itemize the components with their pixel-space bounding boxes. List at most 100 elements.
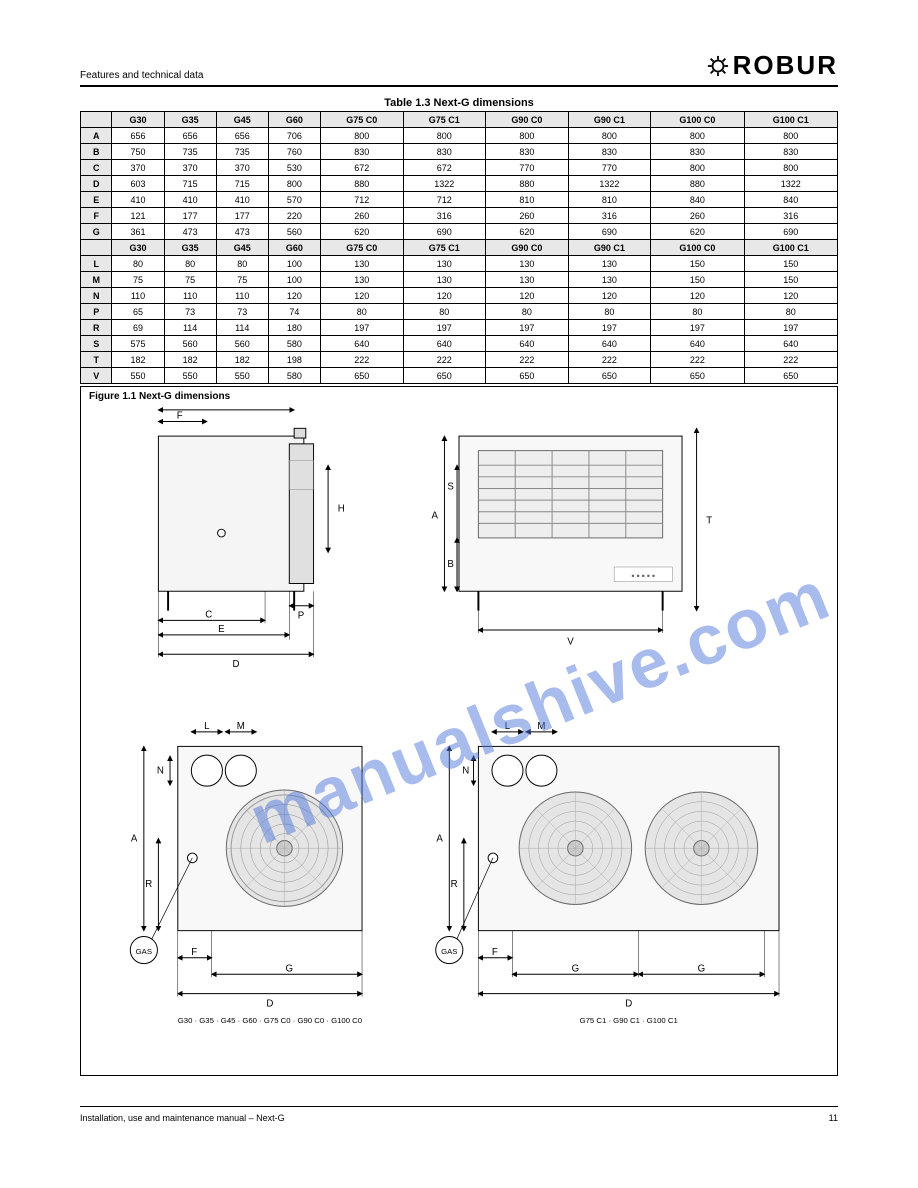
table-header-row-2: G30G35G45G60G75 C0G75 C1G90 C0G90 C1G100…	[81, 240, 838, 256]
cell: 75	[164, 272, 216, 288]
cell: 656	[112, 128, 164, 144]
dim-r1: R	[145, 879, 152, 890]
cell: 222	[744, 352, 837, 368]
rear-view-single-fan: GAS L M R N A D G F	[130, 721, 362, 1025]
cell: 150	[651, 256, 744, 272]
cell: 656	[216, 128, 268, 144]
cell: 830	[568, 144, 651, 160]
cell: 620	[651, 224, 744, 240]
cell: 550	[216, 368, 268, 384]
cell: 1322	[568, 176, 651, 192]
dim-v: V	[567, 637, 574, 648]
cell: 1322	[403, 176, 486, 192]
table-body-a: A656656656706800800800800800800B75073573…	[81, 128, 838, 240]
dim-m1: M	[237, 721, 245, 732]
cell: 810	[568, 192, 651, 208]
cell: 370	[164, 160, 216, 176]
cell: 114	[164, 320, 216, 336]
cell: 121	[112, 208, 164, 224]
cell: 830	[403, 144, 486, 160]
row-label: D	[81, 176, 112, 192]
rear-view-dual-fan: GAS L M R N A D G G	[436, 721, 779, 1025]
dim-g1: G	[286, 963, 294, 974]
col-header: G35	[164, 240, 216, 256]
table-row: E410410410570712712810810840840	[81, 192, 838, 208]
dim-n1: N	[157, 766, 164, 777]
cell: 130	[568, 256, 651, 272]
dimensions-table: G30G35G45G60G75 C0G75 C1G90 C0G90 C1G100…	[80, 111, 838, 384]
cell: 177	[164, 208, 216, 224]
cell: 182	[164, 352, 216, 368]
cell: 690	[744, 224, 837, 240]
cell: 770	[486, 160, 569, 176]
row-label: E	[81, 192, 112, 208]
cell: 80	[320, 304, 403, 320]
col-header: G75 C0	[320, 112, 403, 128]
cell: 672	[320, 160, 403, 176]
cell: 100	[268, 256, 320, 272]
col-header: G45	[216, 240, 268, 256]
cell: 80	[164, 256, 216, 272]
cell: 197	[651, 320, 744, 336]
cell: 800	[651, 128, 744, 144]
cell: 640	[486, 336, 569, 352]
cell: 880	[320, 176, 403, 192]
dim-t: B	[447, 559, 453, 570]
col-header	[81, 240, 112, 256]
table-row: T182182182198222222222222222222	[81, 352, 838, 368]
cell: 715	[164, 176, 216, 192]
cell: 222	[403, 352, 486, 368]
cell: 473	[164, 224, 216, 240]
cell: 197	[568, 320, 651, 336]
footer-page-number: 11	[829, 1113, 838, 1123]
dim-b: T	[706, 515, 712, 526]
cell: 570	[268, 192, 320, 208]
cell: 370	[112, 160, 164, 176]
dim-a2: A	[436, 833, 443, 844]
row-label: F	[81, 208, 112, 224]
cell: 840	[651, 192, 744, 208]
dim-h: H	[338, 504, 345, 515]
table-row: N110110110120120120120120120120	[81, 288, 838, 304]
cell: 640	[403, 336, 486, 352]
cell: 810	[486, 192, 569, 208]
cell: 603	[112, 176, 164, 192]
cell: 650	[403, 368, 486, 384]
dim-m2: M	[537, 721, 545, 732]
dim-f: F	[177, 411, 183, 422]
cell: 198	[268, 352, 320, 368]
cell: 770	[568, 160, 651, 176]
cell: 130	[486, 256, 569, 272]
dim-g: G	[222, 407, 230, 410]
single-fan-note: G30 · G35 · G45 · G60 · G75 C0 · G90 C0 …	[178, 1016, 362, 1025]
cell: 840	[744, 192, 837, 208]
dim-s: S	[447, 481, 454, 492]
diagram-title: Figure 1.1 Next-G dimensions	[89, 391, 230, 402]
cell: 316	[568, 208, 651, 224]
cell: 712	[320, 192, 403, 208]
diagram-container: Figure 1.1 Next-G dimensions manualshive…	[80, 386, 838, 1076]
cell: 114	[216, 320, 268, 336]
dual-fan-note: G75 C1 · G90 C1 · G100 C1	[580, 1016, 678, 1025]
dim-g2b: G	[698, 963, 706, 974]
cell: 220	[268, 208, 320, 224]
brand-logo: ROBUR	[707, 50, 838, 81]
cell: 800	[651, 160, 744, 176]
row-label: S	[81, 336, 112, 352]
cell: 120	[268, 288, 320, 304]
row-label: R	[81, 320, 112, 336]
cell: 800	[744, 160, 837, 176]
cell: 150	[651, 272, 744, 288]
col-header: G35	[164, 112, 216, 128]
cell: 690	[568, 224, 651, 240]
cell: 800	[486, 128, 569, 144]
cell: 580	[268, 336, 320, 352]
page-footer: Installation, use and maintenance manual…	[80, 1106, 838, 1123]
cell: 640	[568, 336, 651, 352]
table-row: V550550550580650650650650650650	[81, 368, 838, 384]
col-header: G90 C0	[486, 240, 569, 256]
dim-f1: F	[191, 947, 197, 958]
gas-label-2: GAS	[441, 947, 457, 956]
cell: 197	[320, 320, 403, 336]
cell: 550	[164, 368, 216, 384]
